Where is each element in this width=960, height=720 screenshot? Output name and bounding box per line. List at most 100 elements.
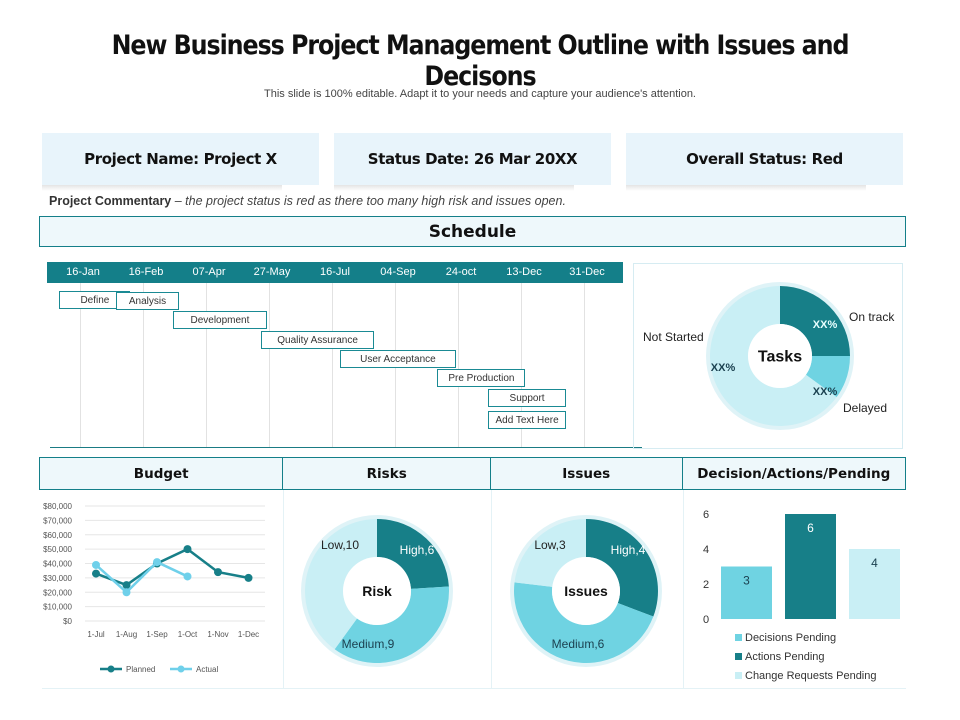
- donut-center-label: Tasks: [758, 349, 802, 366]
- donut-slice-label: Low,10: [321, 538, 359, 552]
- budget-xtick: 1-Oct: [178, 630, 198, 639]
- budget-ytick: $40,000: [43, 560, 72, 569]
- budget-series-line: [95, 560, 189, 594]
- budget-ytick: $60,000: [43, 531, 72, 540]
- donut-slice: [514, 582, 654, 663]
- gantt-task: Quality Assurance: [260, 331, 375, 349]
- timeline-gridline: [458, 283, 459, 448]
- budget-ytick: $70,000: [43, 516, 72, 525]
- decisions-ytick: 6: [703, 509, 709, 521]
- status-date-card: Status Date: 26 Mar 20XX: [334, 133, 611, 185]
- budget-ytick: $20,000: [43, 588, 72, 597]
- donut-center: [343, 557, 411, 625]
- donut-slice: [514, 519, 586, 587]
- decisions-ytick: 4: [703, 544, 709, 556]
- decisions-legend-label: Actions Pending: [745, 651, 825, 663]
- budget-line-chart: $0 $10,000 $20,000 $30,000 $40,000 $50,000 $60…: [43, 502, 265, 674]
- timeline-gridline: [143, 283, 144, 448]
- task-value-label: XX%: [813, 319, 838, 331]
- donut-center: [552, 557, 620, 625]
- timeline-gridline: [80, 283, 81, 448]
- tasks-panel: Tasks XX% XX% XX% On track Delayed Not Started: [633, 263, 903, 449]
- budget-xtick: 1-Dec: [238, 630, 259, 639]
- donut-slice-label: Medium,9: [342, 637, 395, 651]
- budget-point: [122, 588, 131, 597]
- timeline-gridline: [332, 283, 333, 448]
- card-shadow: [626, 185, 866, 191]
- donut-slice: [710, 286, 837, 426]
- decisions-bar: [721, 566, 772, 619]
- gantt-baseline: [50, 447, 642, 448]
- budget-series-line: [95, 547, 249, 587]
- tasks-donut-chart: Tasks XX% XX% XX% On track Delayed Not Started: [643, 282, 895, 430]
- budget-ytick: $10,000: [43, 603, 72, 612]
- donut-slice: [586, 519, 658, 617]
- budget-point: [92, 569, 100, 578]
- donut-slice-label: High,4: [611, 543, 646, 557]
- task-slice-name: On track: [849, 310, 895, 324]
- gantt-task: Development: [172, 311, 268, 329]
- risks-header: Risks: [283, 458, 491, 489]
- decisions-legend-label: Change Requests Pending: [745, 670, 876, 682]
- task-slice-name: Delayed: [843, 401, 887, 415]
- gantt-task: Pre Production: [437, 369, 526, 387]
- budget-xtick: 1-Aug: [116, 630, 137, 639]
- timeline-date: 04-Sep: [380, 266, 416, 278]
- commentary-label: Project Commentary: [49, 194, 172, 208]
- task-value-label: XX%: [813, 386, 838, 398]
- timeline-date: 24-oct: [445, 266, 477, 278]
- budget-point: [244, 573, 253, 582]
- column-divider: [683, 490, 684, 688]
- page-title: New Business Project Management Outline …: [111, 30, 850, 92]
- budget-legend-label: Actual: [196, 665, 218, 674]
- budget-point: [122, 581, 131, 590]
- budget-legend-marker: [177, 665, 185, 673]
- budget-point: [92, 560, 100, 569]
- timeline-date: 16-Feb: [128, 266, 164, 278]
- project-name-card: Project Name: Project X: [42, 133, 319, 185]
- task-value-label: XX%: [711, 362, 736, 374]
- decisions-legend-swatch: [735, 672, 742, 679]
- donut-slice: [805, 356, 850, 398]
- schedule-heading: Schedule: [39, 216, 906, 247]
- decisions-bar-value: 3: [743, 574, 750, 588]
- gantt-task: User Acceptance: [339, 350, 457, 368]
- budget-point: [153, 558, 161, 567]
- donut-center: [748, 324, 812, 388]
- risk-donut-chart: Risk High,6 Medium,9 Low,10: [301, 515, 453, 667]
- donut-slice-label: Medium,6: [552, 637, 605, 651]
- column-divider: [491, 490, 492, 688]
- budget-ytick: $0: [63, 617, 72, 626]
- timeline-date: 07-Apr: [192, 266, 226, 278]
- issues-header: Issues: [491, 458, 683, 489]
- donut-slice: [377, 519, 449, 589]
- decisions-ytick: 2: [703, 579, 709, 591]
- issues-donut-chart: Issues High,4 Medium,6 Low,3: [510, 515, 662, 667]
- timeline-date: 16-Jul: [320, 266, 350, 278]
- timeline-gridline: [206, 283, 207, 448]
- bottom-divider: [42, 688, 906, 689]
- timeline-gridline: [269, 283, 270, 448]
- overall-status-card: Overall Status: Red: [626, 133, 903, 185]
- timeline-date: 27-May: [253, 266, 291, 278]
- gantt-task: Add Text Here: [487, 411, 567, 429]
- budget-legend-label: Planned: [126, 665, 155, 674]
- budget-xtick: 1-Nov: [207, 630, 228, 639]
- donut-slice-label: High,6: [400, 543, 435, 557]
- gantt-task: Analysis: [116, 292, 179, 310]
- donut-slice: [305, 519, 377, 650]
- donut-center-label: Risk: [362, 583, 392, 599]
- budget-xtick: 1-Jul: [87, 630, 105, 639]
- timeline-gridline: [521, 283, 522, 448]
- timeline-bar: [47, 262, 623, 283]
- task-slice-name: Not Started: [643, 330, 704, 344]
- budget-ytick: $30,000: [43, 574, 72, 583]
- page-subtitle: This slide is 100% editable. Adapt it to…: [264, 88, 696, 100]
- column-divider: [283, 490, 284, 688]
- decisions-header: Decision/Actions/Pending: [697, 465, 891, 482]
- timeline-gridline: [584, 283, 585, 448]
- budget-xtick: 1-Sep: [146, 630, 168, 639]
- decisions-legend-label: Decisions Pending: [745, 632, 836, 644]
- decisions-legend-swatch: [735, 634, 742, 641]
- decisions-bar-value: 4: [871, 556, 878, 570]
